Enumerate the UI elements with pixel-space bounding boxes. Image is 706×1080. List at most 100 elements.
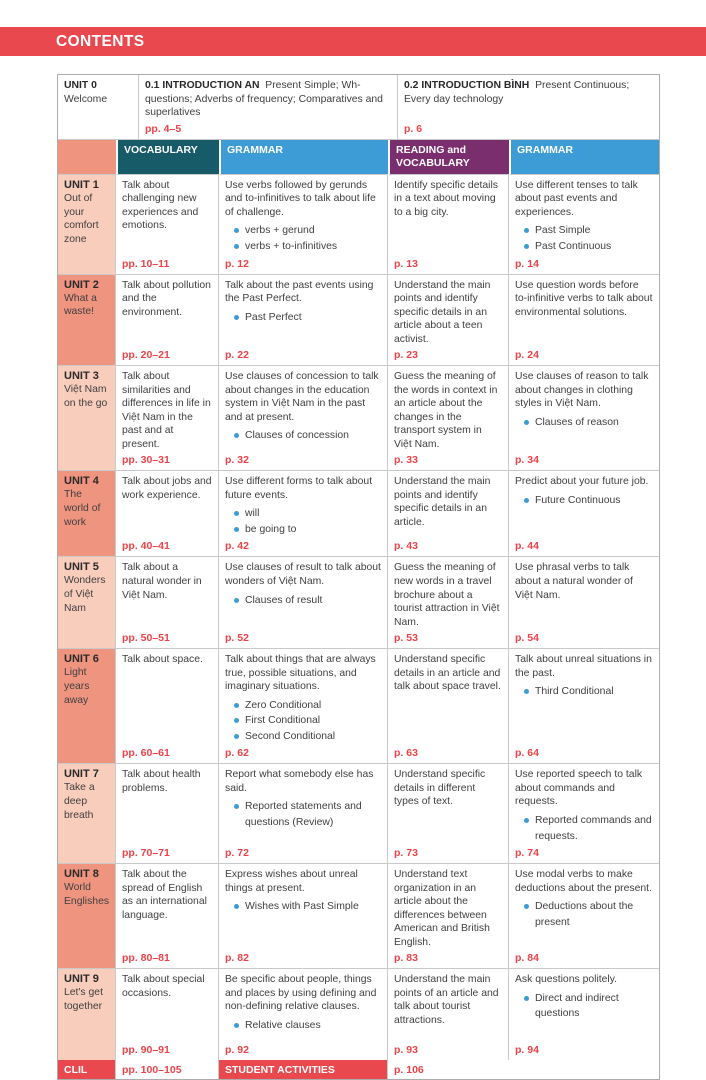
vocabulary-cell: Talk about similarities and differences … <box>116 366 219 472</box>
contents-bar: CONTENTS <box>0 27 706 56</box>
lesson-0-2-page: p. 6 <box>404 122 423 135</box>
lesson-0-1-title: 0.1 INTRODUCTION AN <box>145 80 260 91</box>
cell-text: Be specific about people, things and pla… <box>225 974 377 1013</box>
page-number: p. 12 <box>225 257 249 270</box>
bullet-item: Zero Conditional <box>234 698 381 714</box>
bullet-item: First Conditional <box>234 713 381 729</box>
vocabulary-cell: Talk about the spread of English as an i… <box>116 864 219 970</box>
cell-text: Talk about jobs and work experience. <box>122 476 212 501</box>
bullet-item: will <box>234 506 381 522</box>
bullet-list: Clauses of concession <box>225 428 381 444</box>
page-number: p. 82 <box>225 952 249 965</box>
page-number: p. 13 <box>394 257 418 270</box>
unit-title: UNIT 4 <box>64 475 99 488</box>
bullet-list: Past Simple Past Continuous <box>515 223 653 254</box>
bullet-list: Future Continuous <box>515 493 653 509</box>
page-number: pp. 40–41 <box>122 540 170 553</box>
column-header-vocabulary: VOCABULARY <box>116 139 219 175</box>
cell-text: Use question words before to-infinitive … <box>515 279 653 318</box>
column-header-grammar: GRAMMAR <box>219 139 388 175</box>
unit-row: UNIT 4 The world of work Talk about jobs a… <box>58 471 659 558</box>
page-number: p. 54 <box>515 632 539 645</box>
bullet-item: Reported commands and requests. <box>524 813 653 844</box>
grammar-2-cell: Use different tenses to talk about past … <box>509 175 659 275</box>
unit-title: UNIT 3 <box>64 370 99 383</box>
unit-cell: UNIT 7 Take a deep breath <box>58 764 116 865</box>
cell-text: Use verbs followed by gerunds and to-inf… <box>225 179 376 218</box>
page-number: p. 62 <box>225 747 249 760</box>
cell-text: Use clauses of concession to talk about … <box>225 371 379 423</box>
vocabulary-cell: Talk about health problems. pp. 70–71 <box>116 764 219 865</box>
bullet-item: be going to <box>234 522 381 538</box>
page-number: p. 93 <box>394 1044 418 1057</box>
unit-subtitle: Take a deep breath <box>64 782 95 821</box>
cell-text: Use different forms to talk about future… <box>225 476 373 501</box>
unit-cell: UNIT 6 Light years away <box>58 649 116 765</box>
column-header-row: VOCABULARY GRAMMAR READING and VOCABULAR… <box>58 139 659 175</box>
cell-text: Predict about your future job. <box>515 476 649 488</box>
page-number: p. 52 <box>225 632 249 645</box>
cell-text: Use clauses of reason to talk about chan… <box>515 371 649 410</box>
unit-title: UNIT 2 <box>64 278 99 291</box>
cell-text: Talk about the spread of English as an i… <box>122 869 207 921</box>
cell-text: Use reported speech to talk about comman… <box>515 769 643 808</box>
reading-and-vocabulary-cell: Guess the meaning of new words in a trav… <box>388 557 509 650</box>
unit-row: UNIT 3 Việt Nam on the go Talk about simil… <box>58 366 659 472</box>
bullet-item: Clauses of reason <box>524 415 653 431</box>
grammar-2-cell: Ask questions politely. Direct and indire… <box>509 969 659 1060</box>
bullet-item: Second Conditional <box>234 729 381 745</box>
reading-and-vocabulary-cell: Understand the main points and identify … <box>388 471 509 558</box>
page-number: pp. 20–21 <box>122 349 170 362</box>
page-number: p. 42 <box>225 540 249 553</box>
lesson-0-1-cell: 0.1 INTRODUCTION AN Present Simple; Wh- … <box>139 75 398 140</box>
contents-table: UNIT 0 Welcome 0.1 INTRODUCTION AN Prese… <box>57 74 660 1080</box>
unit-subtitle: Let's get together <box>64 987 103 1013</box>
unit-row: UNIT 8 World Englishes Talk about the spre… <box>58 864 659 970</box>
page-number: p. 44 <box>515 540 539 553</box>
grammar-cell: Report what somebody else has said. Repor… <box>219 764 388 865</box>
bullet-list: Deductions about the present <box>515 899 653 930</box>
unit-subtitle: World Englishes <box>64 882 110 907</box>
unit-subtitle: Việt Nam on the go <box>64 384 108 409</box>
bullet-item: verbs + gerund <box>234 223 381 239</box>
unit-cell: UNIT 8 World Englishes <box>58 864 116 970</box>
page-number: p. 72 <box>225 847 249 860</box>
bullet-list: Zero Conditional First Conditional Second … <box>225 698 381 745</box>
grammar-2-cell: Predict about your future job. Future Con… <box>509 471 659 558</box>
unit0-subtitle: Welcome <box>64 93 108 105</box>
grammar-cell: Use different forms to talk about future… <box>219 471 388 558</box>
lesson-0-2-cell: 0.2 INTRODUCTION BÌNH Present Continuous… <box>398 75 659 140</box>
cell-text: Understand specific details in different… <box>394 769 486 808</box>
cell-text: Talk about a natural wonder in Việt Nam. <box>122 562 202 601</box>
unit0-cell: UNIT 0 Welcome <box>58 75 139 140</box>
page-number: p. 73 <box>394 847 418 860</box>
unit-row: UNIT 7 Take a deep breath Talk about healt… <box>58 764 659 865</box>
cell-text: Identify specific details in a text abou… <box>394 179 498 218</box>
lesson-0-2-title: 0.2 INTRODUCTION BÌNH <box>404 80 530 91</box>
cell-text: Use clauses of result to talk about wond… <box>225 562 381 587</box>
grammar-cell: Use clauses of result to talk about wond… <box>219 557 388 650</box>
page-title: CONTENTS <box>56 32 145 50</box>
unit0-row: UNIT 0 Welcome 0.1 INTRODUCTION AN Prese… <box>58 75 659 140</box>
bullet-item: Reported statements and questions (Revie… <box>234 799 381 830</box>
grammar-cell: Express wishes about unreal things at pr… <box>219 864 388 970</box>
unit-title: UNIT 8 <box>64 868 99 881</box>
bullet-item: Relative clauses <box>234 1018 381 1034</box>
page-number: p. 22 <box>225 349 249 362</box>
page-number: p. 43 <box>394 540 418 553</box>
page-number: pp. 90–91 <box>122 1044 170 1057</box>
vocabulary-cell: Talk about jobs and work experience. pp. … <box>116 471 219 558</box>
grammar-2-cell: Use clauses of reason to talk about chan… <box>509 366 659 472</box>
grammar-cell: Use clauses of concession to talk about … <box>219 366 388 472</box>
column-header-grammar-2: GRAMMAR <box>509 139 659 175</box>
student-activities-page: p. 106 <box>394 1063 424 1076</box>
clil-row: CLIL pp. 100–105 STUDENT ACTIVITIES p. 1… <box>58 1060 659 1080</box>
grammar-2-cell: Use reported speech to talk about comman… <box>509 764 659 865</box>
cell-text: Talk about health problems. <box>122 769 201 794</box>
unit-subtitle: The world of work <box>64 489 101 528</box>
cell-text: Understand specific details in an articl… <box>394 654 501 693</box>
cell-text: Use different tenses to talk about past … <box>515 179 638 218</box>
unit-title: UNIT 9 <box>64 973 99 986</box>
cell-text: Use phrasal verbs to talk about a natura… <box>515 562 633 601</box>
page-number: pp. 70–71 <box>122 847 170 860</box>
